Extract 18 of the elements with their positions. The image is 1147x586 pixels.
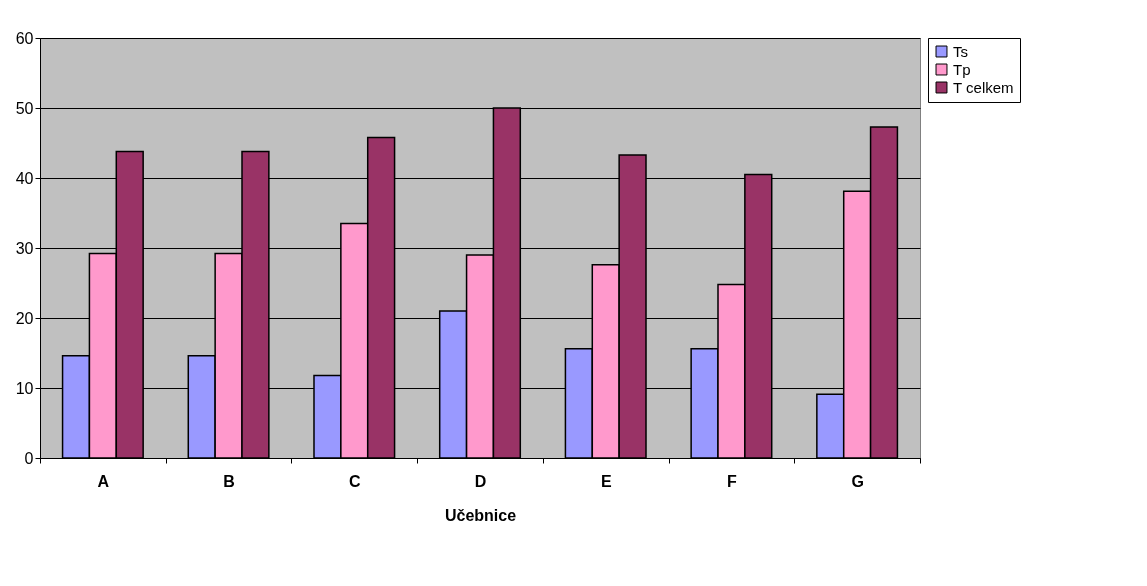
x-tick-label: A [97,472,110,490]
y-tick-label: 0 [24,449,34,467]
legend-label: T celkem [953,78,1014,96]
y-tick-label: 20 [15,309,34,327]
legend-label: Ts [953,42,968,60]
y-tick-label: 30 [15,239,34,257]
x-tick-label: C [349,472,361,490]
x-tick-label: E [600,472,612,490]
x-axis-title: Učebnice [444,506,517,524]
y-tick-label: 50 [15,99,34,117]
y-tick-label: 40 [15,169,34,187]
y-tick-label: 60 [15,29,34,47]
legend-label: Tp [953,60,971,78]
x-tick-label: D [474,472,487,490]
x-tick-label: B [223,472,235,490]
x-tick-label: F [727,472,738,490]
x-tick-label: G [851,472,864,490]
y-tick-label: 10 [15,379,34,397]
